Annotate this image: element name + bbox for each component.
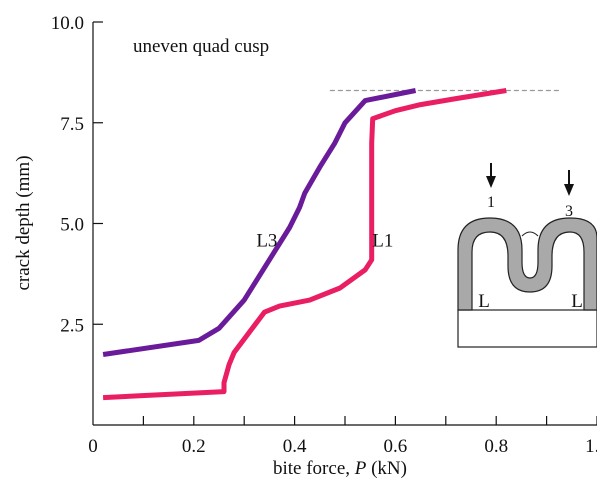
y-tick-label: 5.0 xyxy=(60,215,84,236)
arrow-down-icon xyxy=(486,176,496,188)
x-tick-label: 0.6 xyxy=(384,436,408,457)
series-group xyxy=(102,88,507,401)
series-label-l1: L1 xyxy=(372,231,393,252)
x-axis-label: bite force, P (kN) xyxy=(273,458,407,479)
series-line-l3 xyxy=(102,88,417,357)
y-tick-label: 7.5 xyxy=(60,114,84,135)
series-label-l3: L3 xyxy=(256,231,277,252)
inset-label-l-left: L xyxy=(478,291,490,312)
inset-label-1: 1 xyxy=(487,194,495,211)
y-tick-label: 2.5 xyxy=(60,315,84,336)
x-ticks: 0 0.2 0.4 0.6 0.8 1.0 xyxy=(88,416,597,457)
x-tick-label: 0 xyxy=(88,436,98,457)
x-tick-label: 0.2 xyxy=(182,436,206,457)
tooth-cusp-notch xyxy=(521,231,539,237)
inset-label-3: 3 xyxy=(565,203,573,220)
inset-label-l-right: L xyxy=(571,291,583,312)
arrow-down-icon xyxy=(564,184,574,196)
chart-annotation: uneven quad cusp xyxy=(133,36,269,57)
x-tick-label: 1.0 xyxy=(585,436,597,457)
tooth-inset: 1 3 L L xyxy=(457,163,597,348)
x-tick-label: 0.8 xyxy=(484,436,508,457)
tooth-base xyxy=(457,309,597,348)
y-tick-label: 10.0 xyxy=(51,13,84,34)
y-ticks: 2.5 5.0 7.5 10.0 xyxy=(51,13,103,336)
series-line-l1 xyxy=(102,88,507,401)
x-tick-label: 0.4 xyxy=(283,436,307,457)
tooth-crown xyxy=(457,217,597,311)
y-axis-label: crack depth (mm) xyxy=(13,155,34,290)
